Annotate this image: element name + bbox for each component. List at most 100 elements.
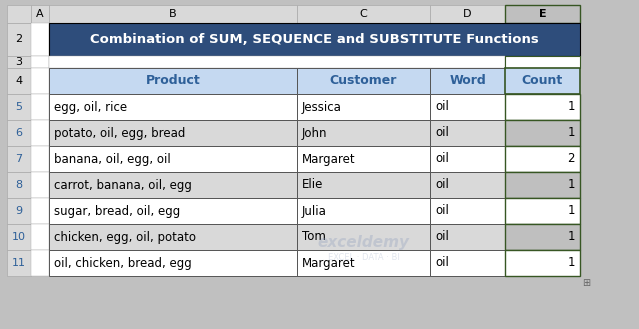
Text: oil: oil: [435, 231, 449, 243]
Text: 3: 3: [15, 57, 22, 67]
Bar: [49, 224, 297, 250]
Text: Customer: Customer: [330, 74, 397, 88]
Text: oil: oil: [435, 179, 449, 191]
Bar: [49, 146, 297, 172]
Bar: [49, 94, 297, 120]
Text: oil: oil: [435, 257, 449, 269]
Bar: [49, 23, 580, 56]
Text: oil: oil: [435, 153, 449, 165]
Text: 4: 4: [15, 76, 22, 86]
Bar: [49, 68, 297, 94]
Bar: [31, 94, 49, 120]
Bar: [7, 250, 31, 276]
Bar: [297, 172, 430, 198]
Bar: [505, 172, 580, 198]
Bar: [430, 68, 505, 94]
Text: 2: 2: [567, 153, 575, 165]
Text: potato, oil, egg, bread: potato, oil, egg, bread: [54, 126, 185, 139]
Bar: [297, 198, 430, 224]
Text: carrot, banana, oil, egg: carrot, banana, oil, egg: [54, 179, 192, 191]
Text: 9: 9: [15, 206, 22, 216]
Bar: [7, 5, 31, 23]
Text: 1: 1: [567, 179, 575, 191]
Bar: [31, 224, 49, 250]
Text: oil: oil: [435, 126, 449, 139]
Text: 1: 1: [567, 126, 575, 139]
Bar: [7, 23, 31, 56]
Bar: [31, 120, 49, 146]
Bar: [7, 120, 31, 146]
Bar: [297, 224, 430, 250]
Bar: [430, 94, 505, 120]
Bar: [430, 146, 505, 172]
Text: oil: oil: [435, 100, 449, 114]
Text: 1: 1: [567, 205, 575, 217]
Bar: [49, 198, 297, 224]
Bar: [7, 68, 31, 94]
Bar: [31, 198, 49, 224]
Bar: [49, 250, 297, 276]
Bar: [7, 224, 31, 250]
Bar: [430, 198, 505, 224]
Bar: [7, 56, 31, 68]
Text: 1: 1: [567, 257, 575, 269]
Bar: [49, 5, 297, 23]
Bar: [7, 198, 31, 224]
Text: 8: 8: [15, 180, 22, 190]
Bar: [505, 198, 580, 224]
Text: 1: 1: [567, 100, 575, 114]
Text: Margaret: Margaret: [302, 257, 356, 269]
Bar: [505, 146, 580, 172]
Bar: [31, 23, 49, 56]
Bar: [430, 120, 505, 146]
Bar: [31, 5, 49, 23]
Bar: [430, 172, 505, 198]
Bar: [49, 172, 297, 198]
Bar: [297, 146, 430, 172]
Bar: [505, 120, 580, 146]
Text: oil: oil: [435, 205, 449, 217]
Text: sugar, bread, oil, egg: sugar, bread, oil, egg: [54, 205, 180, 217]
Text: Jessica: Jessica: [302, 100, 342, 114]
Text: Tom: Tom: [302, 231, 326, 243]
Bar: [297, 120, 430, 146]
Bar: [430, 250, 505, 276]
Bar: [7, 146, 31, 172]
Bar: [505, 250, 580, 276]
Bar: [297, 68, 430, 94]
Text: Word: Word: [449, 74, 486, 88]
Bar: [31, 56, 49, 68]
Bar: [505, 68, 580, 94]
Bar: [505, 94, 580, 120]
Bar: [505, 56, 580, 68]
Text: Julia: Julia: [302, 205, 327, 217]
Text: 5: 5: [15, 102, 22, 112]
Text: Count: Count: [522, 74, 563, 88]
Text: 2: 2: [15, 35, 22, 44]
Bar: [31, 172, 49, 198]
Text: exceldemy: exceldemy: [318, 235, 410, 250]
Text: B: B: [169, 9, 177, 19]
Bar: [7, 94, 31, 120]
Text: egg, oil, rice: egg, oil, rice: [54, 100, 127, 114]
Bar: [297, 94, 430, 120]
Text: banana, oil, egg, oil: banana, oil, egg, oil: [54, 153, 171, 165]
Bar: [430, 224, 505, 250]
Text: 1: 1: [567, 231, 575, 243]
Bar: [7, 172, 31, 198]
Text: A: A: [36, 9, 44, 19]
Text: D: D: [463, 9, 472, 19]
Text: 11: 11: [12, 258, 26, 268]
Bar: [297, 250, 430, 276]
Bar: [297, 5, 430, 23]
Bar: [31, 250, 49, 276]
Text: C: C: [360, 9, 367, 19]
Bar: [31, 146, 49, 172]
Text: ⊞: ⊞: [582, 278, 590, 288]
Text: 7: 7: [15, 154, 22, 164]
Text: Product: Product: [146, 74, 201, 88]
Bar: [49, 56, 505, 68]
Text: E: E: [539, 9, 546, 19]
Bar: [31, 68, 49, 94]
Text: oil, chicken, bread, egg: oil, chicken, bread, egg: [54, 257, 192, 269]
